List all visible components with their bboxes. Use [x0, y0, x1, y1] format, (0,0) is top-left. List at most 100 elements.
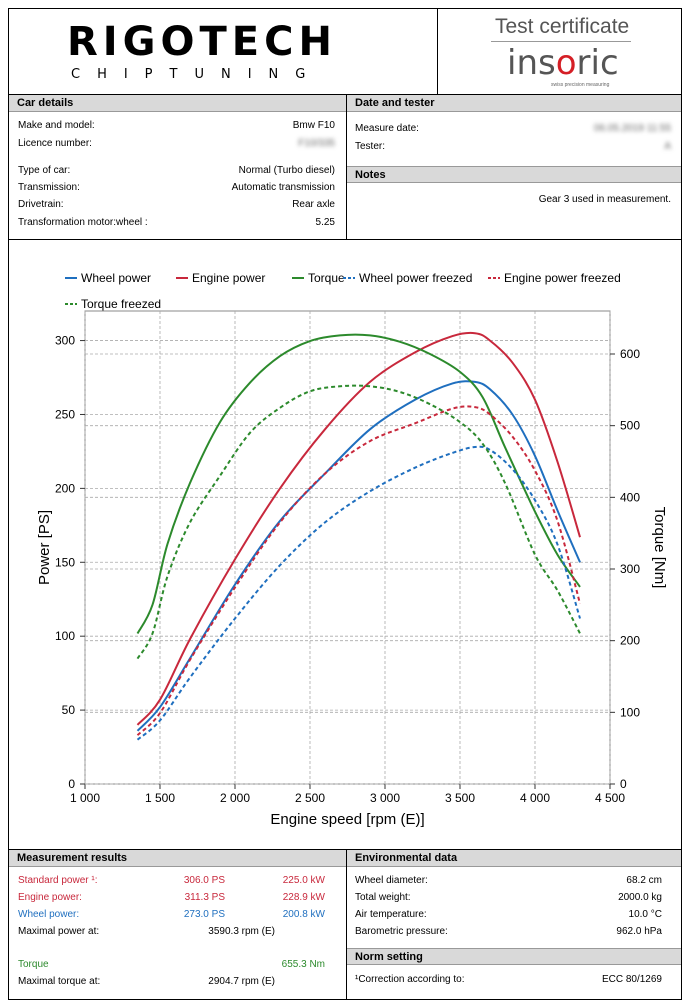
- wheel-power-ps: 273.0 PS: [183, 909, 225, 920]
- notes-header: Notes: [347, 166, 681, 183]
- plot-area: [84, 310, 611, 785]
- standard-power-ps: 306.0 PS: [183, 875, 225, 886]
- total-weight-label: Total weight:: [355, 892, 411, 903]
- ratio-value: 5.25: [315, 217, 335, 228]
- torque-label: Torque: [18, 959, 49, 970]
- certificate-page: RIGOTECH CHIPTUNING Test certificate ins…: [8, 8, 682, 1000]
- brand-part-o: o: [555, 43, 577, 83]
- standard-power-kw: 225.0 kW: [282, 875, 325, 886]
- measure-date-label: Measure date:: [355, 123, 419, 134]
- rigotech-logo: RIGOTECH CHIPTUNING: [9, 9, 438, 94]
- x-tick-label: 1 500: [145, 791, 175, 805]
- y-tick-label: 250: [55, 407, 75, 421]
- brand-part-a: ins: [507, 43, 556, 83]
- y2-tick-label: 100: [620, 705, 640, 719]
- max-power-label: Maximal power at:: [18, 926, 100, 937]
- bottom-section-divider: [346, 850, 347, 1000]
- transmission-label: Transmission:: [18, 182, 80, 193]
- y2-axis-title: Torque [Nm]: [651, 507, 668, 589]
- norm-correction-value: ECC 80/1269: [601, 974, 662, 985]
- x-tick-label: 2 500: [295, 791, 325, 805]
- torque-value: 655.3 Nm: [281, 959, 325, 970]
- series-line-engine-power-freezed: [136, 405, 581, 736]
- power-torque-chart: 1 000 1 500 2 000 2 500 3 000 3 500 4 000 4 500…: [36, 271, 668, 828]
- environmental-data-header: Environmental data: [347, 850, 681, 867]
- logo-wordmark: RIGOTECH: [67, 19, 337, 65]
- norm-correction-label: ¹Correction according to:: [355, 974, 465, 985]
- series-line-wheel-power: [136, 380, 581, 732]
- y2-tick-label: 600: [620, 347, 640, 361]
- chart-bottom-divider: [9, 849, 681, 850]
- wheel-power-kw: 200.8 kW: [282, 909, 325, 920]
- total-weight-value: 2000.0 kg: [618, 892, 662, 903]
- barometric-pressure-label: Barometric pressure:: [355, 926, 448, 937]
- engine-power-label: Engine power:: [18, 892, 82, 903]
- y2-tick-label: 0: [620, 777, 627, 791]
- brand-part-b: ric: [576, 43, 619, 83]
- engine-power-kw: 228.9 kW: [282, 892, 325, 903]
- x-axis-title: Engine speed [rpm (E)]: [270, 811, 424, 828]
- legend-label: Engine power: [192, 271, 265, 285]
- legend-label: Torque: [308, 271, 345, 285]
- y-axis-title: Power [PS]: [36, 510, 53, 585]
- y-tick-label: 200: [55, 481, 75, 495]
- measurement-results-header: Measurement results: [9, 850, 346, 867]
- y-tick-label: 150: [55, 555, 75, 569]
- standard-power-label: Standard power ¹:: [18, 875, 98, 886]
- legend-label: Engine power freezed: [504, 271, 621, 285]
- legend-label: Wheel power freezed: [359, 271, 472, 285]
- certificate-header: RIGOTECH CHIPTUNING Test certificate ins…: [9, 9, 681, 95]
- y2-tick-label: 200: [620, 634, 640, 648]
- y-tick-label: 50: [62, 703, 76, 717]
- section-divider: [346, 95, 347, 239]
- engine-power-ps: 311.3 PS: [184, 892, 225, 903]
- certificate-title: Test certificate: [495, 15, 630, 38]
- x-tick-label: 3 000: [370, 791, 400, 805]
- y-tick-label: 100: [55, 629, 75, 643]
- x-tick-label: 3 500: [445, 791, 475, 805]
- insoric-logo: insoric: [507, 43, 619, 83]
- x-tick-label: 4 500: [595, 791, 625, 805]
- barometric-pressure-value: 962.0 hPa: [616, 926, 662, 937]
- drivetrain-label: Drivetrain:: [18, 199, 64, 210]
- series-line-torque-freezed: [136, 384, 581, 660]
- y-tick-label: 300: [55, 334, 75, 348]
- measure-date-value: 06.05.2019 11:55: [593, 123, 671, 134]
- licence-value: F10/335: [298, 138, 335, 149]
- wheel-power-label: Wheel power:: [18, 909, 80, 920]
- air-temperature-label: Air temperature:: [355, 909, 427, 920]
- max-power-value: 3590.3 rpm (E): [208, 926, 275, 937]
- logo-subtitle: CHIPTUNING: [71, 67, 323, 82]
- legend-label: Wheel power: [81, 271, 151, 285]
- series-line-torque: [136, 333, 581, 634]
- type-value: Normal (Turbo diesel): [238, 165, 335, 176]
- make-label: Make and model:: [18, 120, 95, 131]
- drivetrain-value: Rear axle: [292, 199, 335, 210]
- y2-tick-label: 300: [620, 562, 640, 576]
- y-tick-label: 0: [68, 777, 75, 791]
- norm-setting-header: Norm setting: [347, 948, 681, 965]
- licence-label: Licence number:: [18, 138, 92, 149]
- series-line-wheel-power-freezed: [136, 445, 581, 741]
- type-label: Type of car:: [18, 165, 71, 176]
- transmission-value: Automatic transmission: [231, 182, 335, 193]
- date-tester-header: Date and tester: [347, 95, 681, 112]
- ratio-label: Transformation motor:wheel :: [18, 217, 148, 228]
- insoric-tagline: swiss precision measuring: [551, 82, 610, 88]
- wheel-diameter-value: 68.2 cm: [626, 875, 662, 886]
- wheel-diameter-label: Wheel diameter:: [355, 875, 428, 886]
- x-tick-label: 4 000: [520, 791, 550, 805]
- notes-text: Gear 3 used in measurement.: [538, 194, 671, 205]
- y2-tick-label: 500: [620, 419, 640, 433]
- y2-tick-label: 400: [620, 490, 640, 504]
- legend-label: Torque freezed: [81, 297, 161, 311]
- max-torque-label: Maximal torque at:: [18, 976, 101, 987]
- title-divider: [491, 41, 631, 42]
- x-tick-label: 1 000: [70, 791, 100, 805]
- chart-top-divider: [9, 239, 681, 240]
- tester-value: A: [664, 141, 671, 152]
- air-temperature-value: 10.0 °C: [628, 909, 662, 920]
- max-torque-value: 2904.7 rpm (E): [208, 976, 275, 987]
- car-details-header: Car details: [9, 95, 346, 112]
- series-line-engine-power: [136, 331, 581, 726]
